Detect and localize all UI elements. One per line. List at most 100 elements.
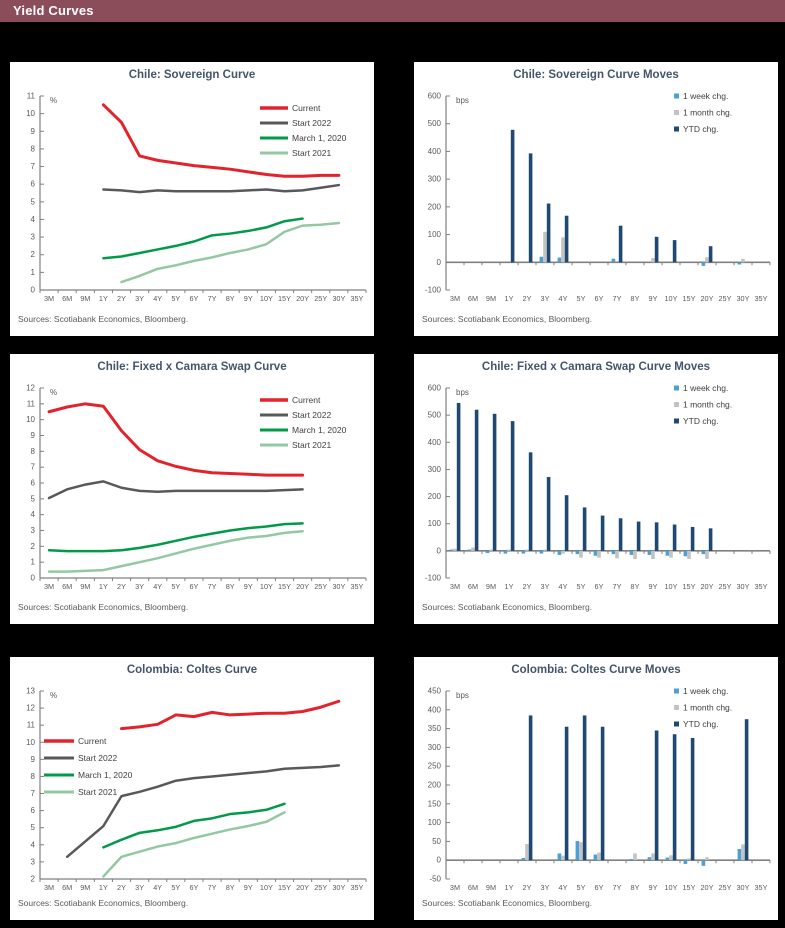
svg-text:0: 0: [437, 856, 442, 865]
svg-text:450: 450: [428, 687, 442, 696]
source-note: Sources: Scotiabank Economics, Bloomberg…: [422, 898, 593, 908]
svg-text:10: 10: [26, 738, 35, 747]
svg-text:bps: bps: [456, 96, 469, 105]
svg-text:0: 0: [437, 258, 442, 267]
chart-title: Chile: Fixed x Camara Swap Curve: [97, 361, 287, 373]
svg-text:10: 10: [26, 109, 35, 118]
svg-text:YTD chg.: YTD chg.: [683, 124, 718, 134]
svg-text:100: 100: [428, 818, 442, 827]
svg-text:6M: 6M: [62, 294, 72, 303]
svg-text:9M: 9M: [486, 582, 496, 591]
svg-text:1Y: 1Y: [99, 883, 108, 892]
svg-text:30Y: 30Y: [737, 883, 750, 892]
svg-text:300: 300: [428, 175, 442, 184]
svg-text:6Y: 6Y: [595, 883, 604, 892]
svg-text:2: 2: [31, 542, 36, 551]
svg-text:150: 150: [428, 799, 442, 808]
svg-text:3Y: 3Y: [135, 582, 144, 591]
chart-panel-sovereign-curve: Chile: Sovereign Curve 0 1 2 3 4 5 6 7 8 9 10 11 3M 6…: [8, 60, 376, 338]
svg-text:1: 1: [31, 268, 36, 277]
svg-text:6M: 6M: [468, 883, 478, 892]
svg-text:1 week chg.: 1 week chg.: [683, 686, 728, 696]
svg-text:5: 5: [31, 197, 36, 206]
svg-text:400: 400: [428, 147, 442, 156]
source-note: Sources: Scotiabank Economics, Bloomberg…: [18, 602, 189, 612]
svg-text:10Y: 10Y: [260, 582, 273, 591]
svg-text:3Y: 3Y: [541, 883, 550, 892]
svg-text:4Y: 4Y: [153, 883, 162, 892]
svg-text:6M: 6M: [468, 582, 478, 591]
svg-text:8Y: 8Y: [226, 294, 235, 303]
svg-text:3M: 3M: [450, 883, 460, 892]
svg-text:20Y: 20Y: [296, 582, 309, 591]
svg-text:March 1, 2020: March 1, 2020: [78, 770, 133, 780]
svg-text:600: 600: [428, 384, 442, 393]
chart-panel-coltes-curve-moves: Colombia: Coltes Curve Moves -50 0 50 100 15…: [412, 655, 780, 922]
svg-text:Start 2021: Start 2021: [78, 787, 117, 797]
svg-text:7Y: 7Y: [208, 883, 217, 892]
svg-text:-100: -100: [425, 574, 442, 583]
svg-text:bps: bps: [456, 388, 469, 397]
svg-text:10Y: 10Y: [665, 883, 678, 892]
svg-text:100: 100: [428, 230, 442, 239]
chart-canvas-bar: -50 0 50 100 150 200 250 300 350 400 450 3M 6M 9M 1Y 2Y…: [428, 686, 771, 892]
chart-title: Chile: Sovereign Curve Moves: [513, 69, 679, 81]
svg-text:YTD chg.: YTD chg.: [683, 416, 718, 426]
svg-text:400: 400: [428, 705, 442, 714]
svg-text:30Y: 30Y: [332, 582, 345, 591]
svg-text:9M: 9M: [80, 294, 90, 303]
svg-text:7Y: 7Y: [613, 883, 622, 892]
svg-text:3: 3: [31, 526, 36, 535]
source-note: Sources: Scotiabank Economics, Bloomberg…: [422, 602, 593, 612]
svg-text:6: 6: [31, 479, 36, 488]
svg-text:200: 200: [428, 492, 442, 501]
svg-text:7Y: 7Y: [613, 582, 622, 591]
svg-text:1Y: 1Y: [505, 883, 514, 892]
svg-text:5Y: 5Y: [577, 582, 586, 591]
svg-text:6M: 6M: [468, 294, 478, 303]
svg-text:3Y: 3Y: [135, 294, 144, 303]
svg-text:500: 500: [428, 411, 442, 420]
svg-text:500: 500: [428, 119, 442, 128]
svg-text:4: 4: [31, 215, 36, 224]
svg-text:9Y: 9Y: [244, 294, 253, 303]
svg-text:3: 3: [31, 857, 36, 866]
svg-text:8Y: 8Y: [226, 883, 235, 892]
chart-panel-swap-curve-moves: Chile: Fixed x Camara Swap Curve Moves -…: [412, 352, 780, 626]
svg-text:5Y: 5Y: [171, 582, 180, 591]
svg-text:1: 1: [31, 558, 36, 567]
svg-text:15Y: 15Y: [683, 294, 696, 303]
svg-text:Current: Current: [78, 736, 107, 746]
svg-text:%: %: [50, 96, 57, 105]
svg-text:Start 2022: Start 2022: [292, 118, 331, 128]
svg-text:6Y: 6Y: [595, 294, 604, 303]
svg-text:-50: -50: [429, 875, 441, 884]
svg-text:3Y: 3Y: [541, 294, 550, 303]
svg-text:25Y: 25Y: [314, 883, 327, 892]
svg-text:2Y: 2Y: [117, 294, 126, 303]
svg-text:6Y: 6Y: [189, 294, 198, 303]
svg-text:8: 8: [31, 144, 36, 153]
svg-text:10Y: 10Y: [665, 294, 678, 303]
svg-text:10Y: 10Y: [260, 294, 273, 303]
svg-text:9M: 9M: [80, 883, 90, 892]
svg-text:20Y: 20Y: [701, 582, 714, 591]
svg-text:35Y: 35Y: [755, 294, 768, 303]
svg-text:6Y: 6Y: [189, 883, 198, 892]
svg-text:5Y: 5Y: [171, 883, 180, 892]
svg-text:5Y: 5Y: [577, 294, 586, 303]
svg-text:4Y: 4Y: [153, 294, 162, 303]
svg-text:9Y: 9Y: [244, 582, 253, 591]
svg-text:12: 12: [26, 704, 35, 713]
svg-text:Start 2022: Start 2022: [78, 753, 117, 763]
svg-text:1 month chg.: 1 month chg.: [683, 703, 732, 713]
svg-text:25Y: 25Y: [719, 294, 732, 303]
svg-text:3M: 3M: [44, 294, 54, 303]
svg-text:20Y: 20Y: [701, 883, 714, 892]
svg-text:9: 9: [31, 431, 36, 440]
svg-text:2Y: 2Y: [523, 883, 532, 892]
svg-text:9M: 9M: [486, 883, 496, 892]
source-note: Sources: Scotiabank Economics, Bloomberg…: [18, 314, 189, 324]
